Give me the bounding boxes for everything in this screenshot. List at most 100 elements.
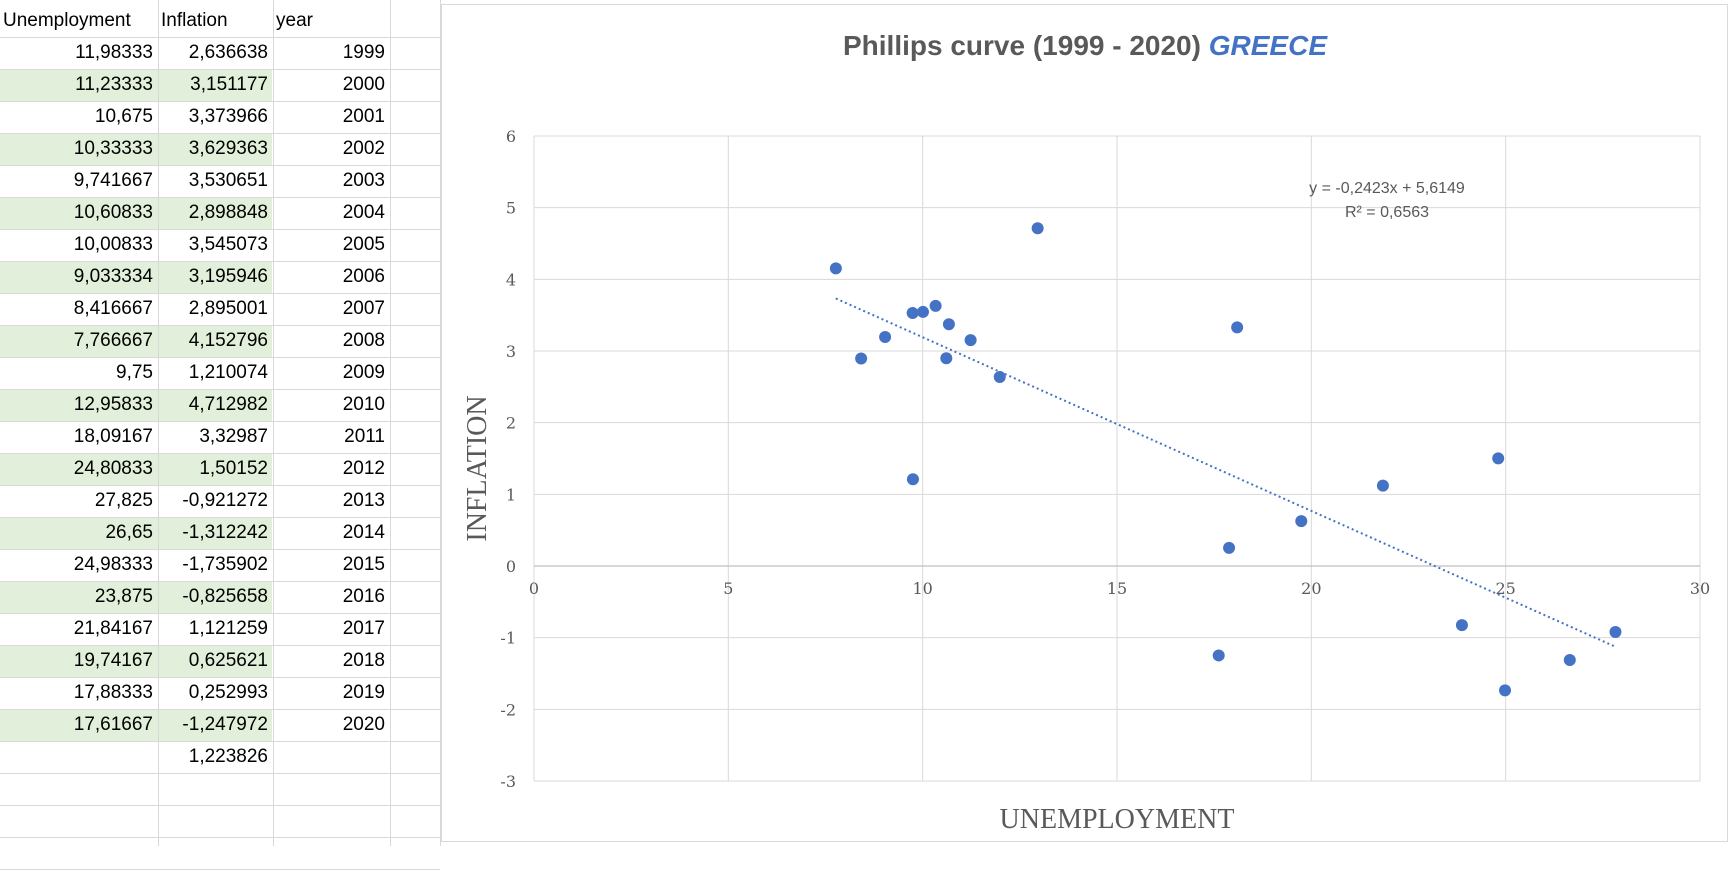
row-gridline — [0, 453, 440, 454]
cell-unemployment[interactable]: 12,95833 — [73, 394, 153, 415]
cell-unemployment[interactable]: 8,416667 — [73, 298, 153, 319]
cell-inflation[interactable]: 3,629363 — [188, 138, 268, 159]
cell-year[interactable]: 2002 — [342, 138, 385, 159]
cell-unemployment[interactable]: 23,875 — [94, 586, 153, 607]
cell-unemployment[interactable]: 9,75 — [116, 362, 153, 383]
cell-unemployment[interactable]: 9,033334 — [73, 266, 153, 287]
cell-inflation[interactable]: 0,252993 — [188, 682, 268, 703]
cell-unemployment[interactable]: 11,98333 — [75, 42, 153, 63]
cell-inflation[interactable]: -0,825658 — [182, 586, 268, 607]
cell-inflation[interactable]: 3,530651 — [188, 170, 268, 191]
cell-inflation[interactable]: 2,895001 — [188, 298, 268, 319]
cell-year[interactable]: 2004 — [342, 202, 385, 223]
header-inflation[interactable]: Inflation — [161, 10, 228, 31]
cell-year[interactable]: 2013 — [342, 490, 385, 511]
x-tick-label: 20 — [1301, 579, 1321, 598]
cell-unemployment[interactable]: 24,80833 — [73, 458, 153, 479]
cell-year[interactable]: 2008 — [342, 330, 385, 351]
column-gridline — [273, 0, 274, 846]
cell-year[interactable]: 2000 — [342, 74, 385, 95]
header-unemployment[interactable]: Unemployment — [3, 10, 131, 31]
cell-year[interactable]: 2010 — [342, 394, 385, 415]
cell-unemployment[interactable]: 18,09167 — [73, 426, 153, 447]
cell-unemployment[interactable]: 9,741667 — [73, 170, 153, 191]
y-tick-label: 5 — [506, 199, 516, 218]
trendline — [835, 297, 1616, 648]
cell-year[interactable]: 2003 — [342, 170, 385, 191]
cell-year[interactable]: 2014 — [342, 522, 385, 543]
cell-inflation[interactable]: 3,545073 — [188, 234, 268, 255]
cell-unemployment[interactable]: 21,84167 — [73, 618, 153, 639]
row-gridline — [0, 485, 440, 486]
cell-inflation[interactable]: 4,152796 — [188, 330, 268, 351]
data-point — [1609, 626, 1622, 639]
cell-unemployment[interactable]: 27,825 — [94, 490, 153, 511]
cell-inflation[interactable]: 4,712982 — [188, 394, 268, 415]
cell-year[interactable]: 1999 — [342, 42, 385, 63]
data-point — [916, 305, 929, 318]
y-tick-label: 4 — [506, 270, 516, 289]
cell-unemployment[interactable]: 10,33333 — [73, 138, 153, 159]
data-point — [1455, 619, 1468, 632]
header-year[interactable]: year — [276, 10, 313, 31]
cell-inflation[interactable]: 0,625621 — [188, 650, 268, 671]
row-gridline — [0, 389, 440, 390]
cell-inflation[interactable]: 3,195946 — [188, 266, 268, 287]
cell-year[interactable]: 2006 — [342, 266, 385, 287]
scatter-chart[interactable]: 0 5 10 15 20 25 30 -3 -2 -1 0 1 2 3 4 5 6 Phillips curve … — [441, 4, 1728, 842]
row-gridline — [0, 613, 440, 614]
row-band — [0, 518, 272, 549]
cell-unemployment[interactable]: 19,74167 — [73, 650, 153, 671]
cell-inflation[interactable]: 2,636638 — [188, 42, 268, 63]
row-gridline — [0, 261, 440, 262]
cell-year[interactable]: 2007 — [342, 298, 385, 319]
chart-title: Phillips curve (1999 - 2020) GREECE — [843, 30, 1328, 61]
cell-unemployment[interactable]: 10,675 — [94, 106, 153, 127]
cell-inflation[interactable]: 3,151177 — [190, 74, 268, 95]
cell-year[interactable]: 2018 — [342, 650, 385, 671]
data-point — [940, 352, 953, 365]
data-point — [942, 318, 955, 331]
cell-unemployment[interactable]: 17,61667 — [73, 714, 153, 735]
cell-year[interactable]: 2011 — [344, 426, 385, 447]
row-gridline — [0, 837, 440, 838]
cell-year[interactable]: 2020 — [342, 714, 385, 735]
cell-year[interactable]: 2017 — [342, 618, 385, 639]
cell-inflation[interactable]: 3,373966 — [188, 106, 268, 127]
cell-inflation[interactable]: -0,921272 — [182, 490, 268, 511]
cell-year[interactable]: 2016 — [342, 586, 385, 607]
cell-year[interactable]: 2012 — [342, 458, 385, 479]
cell-inflation[interactable]: 1,50152 — [199, 458, 268, 479]
cell-inflation[interactable]: 1,121259 — [188, 618, 268, 639]
cell-unemployment[interactable]: 24,98333 — [73, 554, 153, 575]
row-gridline — [0, 325, 440, 326]
row-gridline — [0, 197, 440, 198]
cell-unemployment[interactable]: 11,23333 — [75, 74, 153, 95]
data-point — [964, 334, 977, 347]
cell-unemployment[interactable]: 26,65 — [105, 522, 153, 543]
cell-unemployment[interactable]: 10,00833 — [73, 234, 153, 255]
x-tick-label: 5 — [723, 579, 733, 598]
y-tick-label: 3 — [506, 342, 516, 361]
data-point — [1212, 649, 1225, 662]
cell-unemployment[interactable]: 17,88333 — [73, 682, 153, 703]
row-gridline — [0, 677, 440, 678]
cell-extra-inflation[interactable]: 1,223826 — [188, 746, 268, 767]
cell-inflation[interactable]: 1,210074 — [188, 362, 268, 383]
cell-year[interactable]: 2019 — [342, 682, 385, 703]
cell-inflation[interactable]: 2,898848 — [188, 202, 268, 223]
cell-year[interactable]: 2001 — [342, 106, 385, 127]
cell-inflation[interactable]: 3,32987 — [199, 426, 268, 447]
cell-year[interactable]: 2009 — [342, 362, 385, 383]
cell-inflation[interactable]: -1,312242 — [182, 522, 268, 543]
x-tick-label: 30 — [1690, 579, 1710, 598]
cell-unemployment[interactable]: 7,766667 — [73, 330, 153, 351]
cell-inflation[interactable]: -1,247972 — [182, 714, 268, 735]
cell-unemployment[interactable]: 10,60833 — [73, 202, 153, 223]
cell-year[interactable]: 2015 — [342, 554, 385, 575]
cell-inflation[interactable]: -1,735902 — [182, 554, 268, 575]
cell-year[interactable]: 2005 — [342, 234, 385, 255]
y-tick-label: -2 — [500, 700, 516, 719]
data-point — [906, 473, 919, 486]
